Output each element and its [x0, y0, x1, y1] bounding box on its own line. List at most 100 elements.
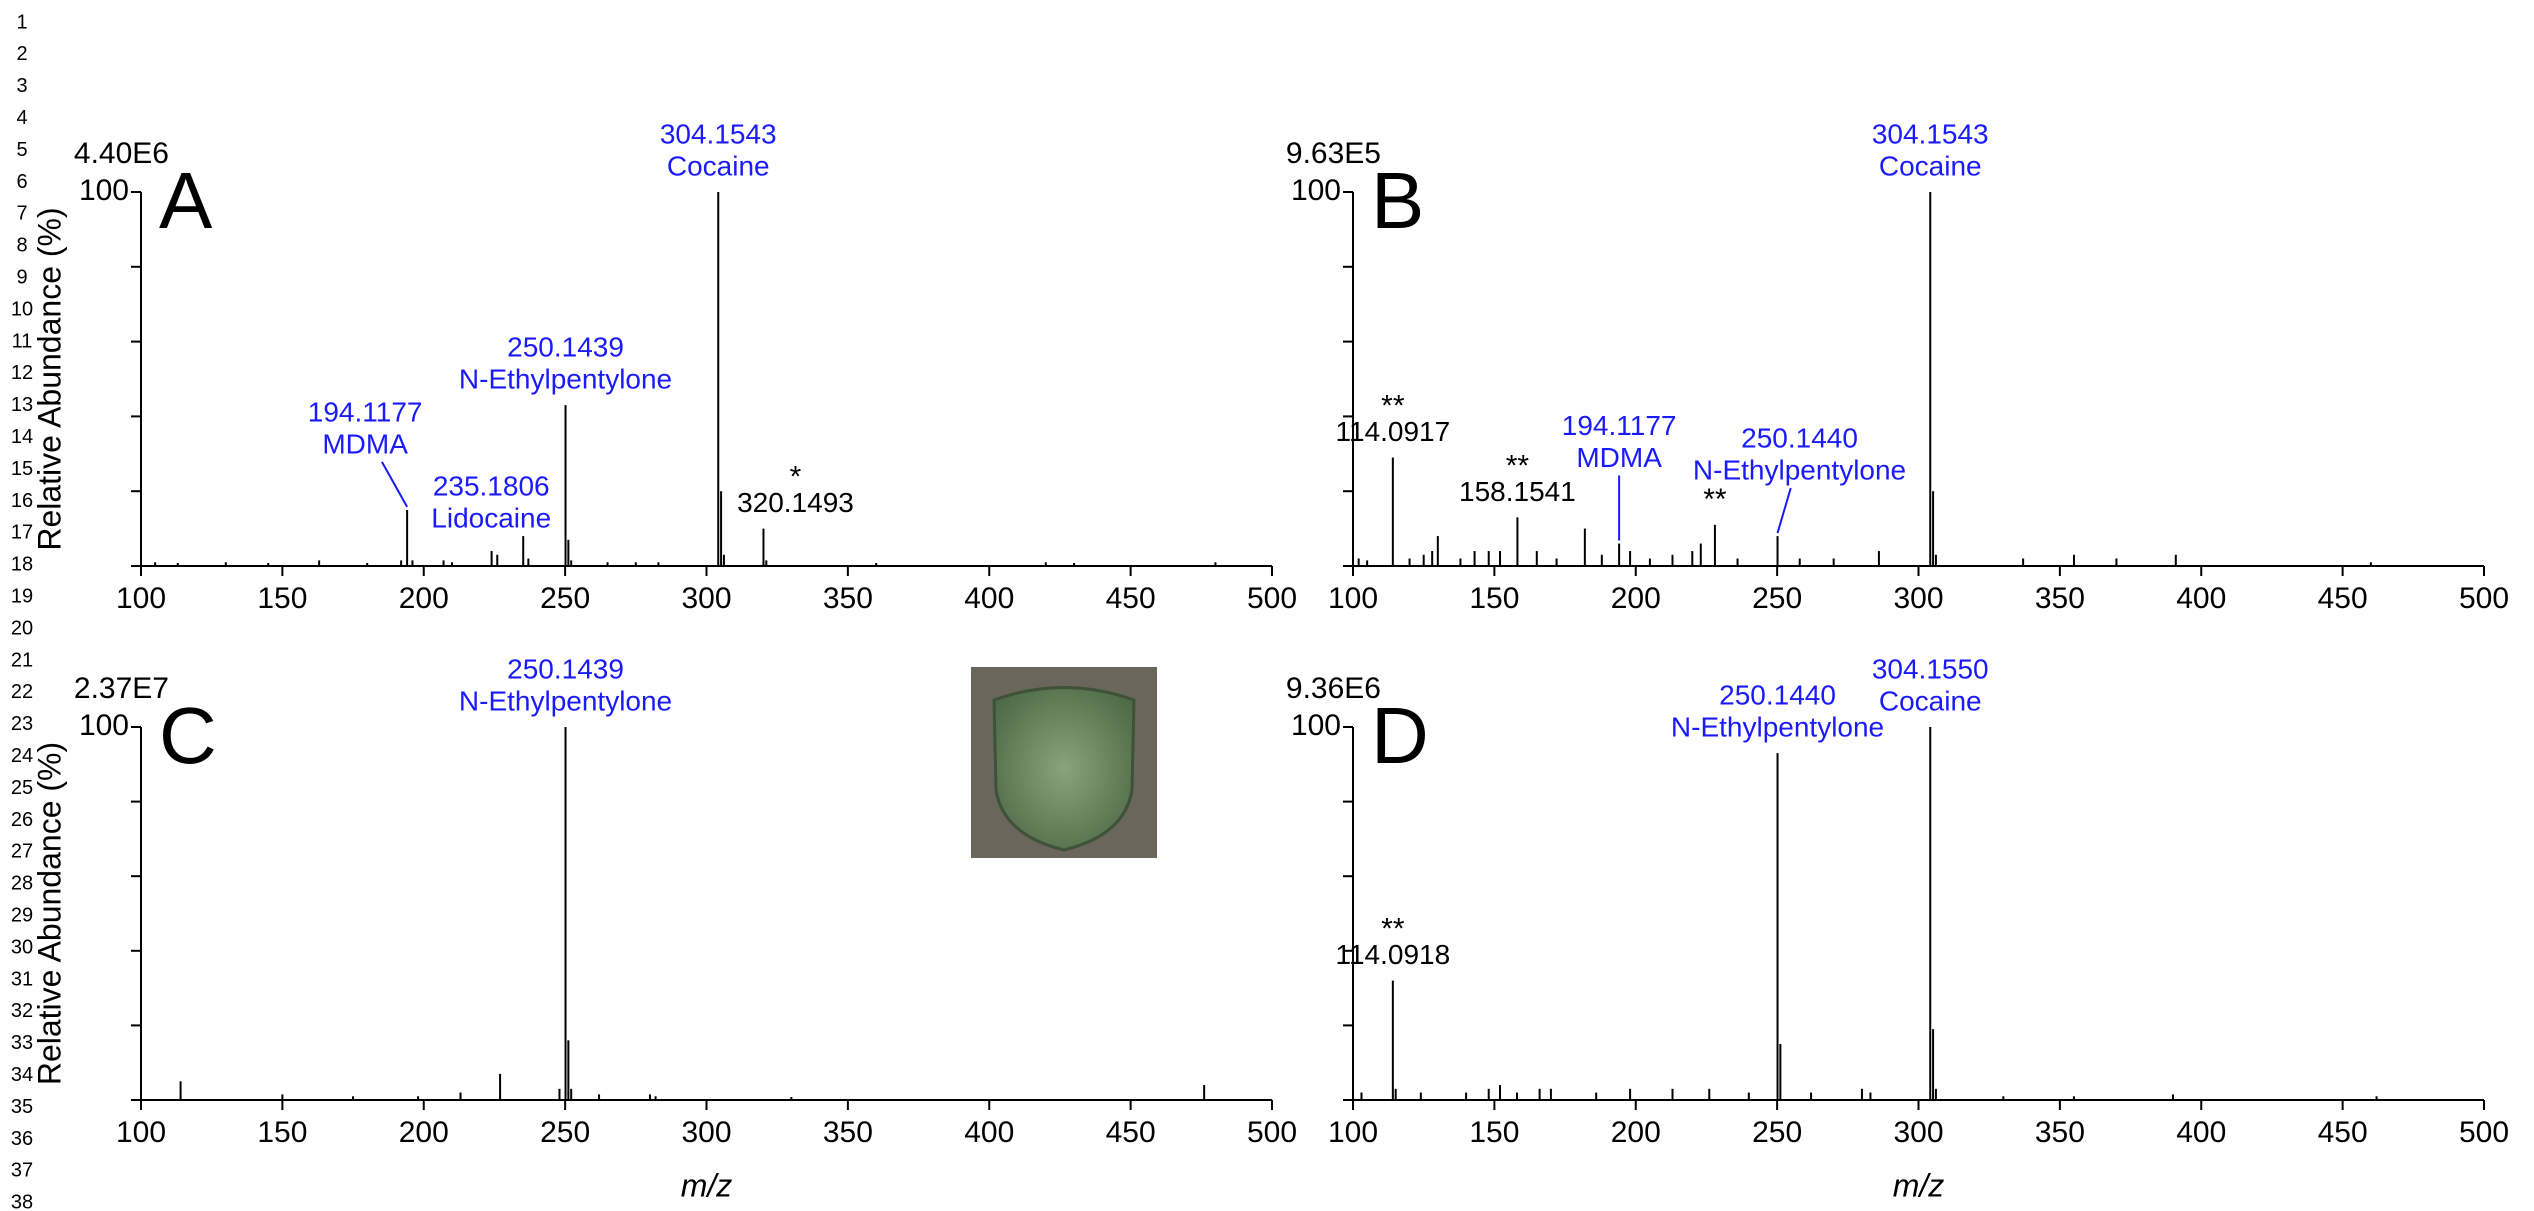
line-number: 21: [11, 649, 33, 671]
line-number: 13: [11, 394, 33, 416]
x-tick-label: 400: [964, 1116, 1014, 1149]
annotation-name: Cocaine: [667, 150, 770, 181]
x-tick-label: 300: [681, 582, 731, 615]
annotation-name: MDMA: [1576, 442, 1662, 473]
annotation-star: *: [790, 461, 802, 494]
x-tick-label: 400: [964, 582, 1014, 615]
panel-label: D: [1371, 691, 1429, 780]
x-tick-label: 100: [116, 582, 166, 615]
line-number: 34: [11, 1064, 33, 1086]
annotation-name: N-Ethylpentylone: [459, 364, 672, 395]
x-tick-label: 500: [1247, 1116, 1297, 1149]
x-tick-label: 200: [1611, 582, 1661, 615]
line-number: 32: [11, 1000, 33, 1022]
y-tick-label: 100: [79, 709, 129, 742]
annotation-star: **: [1506, 449, 1530, 482]
x-tick-label: 450: [1106, 582, 1156, 615]
intensity: 9.63E5: [1286, 137, 1381, 170]
line-number: 15: [11, 458, 33, 480]
annotation-label: 250.1439: [507, 653, 624, 684]
line-number: 38: [11, 1192, 33, 1211]
x-tick-label: 250: [1752, 1116, 1802, 1149]
x-tick-label: 350: [2035, 1116, 2085, 1149]
annotation-leader: [1776, 487, 1792, 534]
annotation-name: Cocaine: [1879, 150, 1982, 181]
annotation-name: Lidocaine: [431, 502, 551, 533]
annotation-name: Cocaine: [1879, 685, 1982, 716]
x-tick-label: 450: [2318, 582, 2368, 615]
line-number: 22: [11, 681, 33, 703]
intensity: 4.40E6: [74, 137, 169, 170]
line-number: 12: [11, 362, 33, 384]
line-number: 35: [11, 1096, 33, 1118]
x-tick-label: 450: [2318, 1116, 2368, 1149]
line-number: 36: [11, 1128, 33, 1150]
y-tick-label: 100: [1291, 709, 1341, 742]
x-tick-label: 350: [823, 582, 873, 615]
line-number: 9: [16, 266, 27, 288]
x-tick-label: 200: [399, 582, 449, 615]
x-tick-label: 150: [257, 582, 307, 615]
x-tick-label: 500: [1247, 582, 1297, 615]
line-number: 6: [16, 171, 27, 193]
line-number: 20: [11, 617, 33, 639]
line-number: 24: [11, 745, 33, 767]
line-number: 30: [11, 936, 33, 958]
x-tick-label: 150: [1469, 582, 1519, 615]
annotation-name: N-Ethylpentylone: [1693, 454, 1906, 485]
annotation-name: N-Ethylpentylone: [459, 685, 672, 716]
panel-label: B: [1371, 156, 1424, 245]
line-number: 5: [16, 139, 27, 161]
photo-tablet: [992, 686, 1136, 852]
x-tick-label: 100: [1328, 582, 1378, 615]
x-axis-label: m/z: [681, 1167, 733, 1203]
line-number: 27: [11, 841, 33, 863]
annotation-name: MDMA: [322, 428, 408, 459]
y-tick-label: 100: [1291, 174, 1341, 207]
line-number: 3: [16, 75, 27, 97]
x-tick-label: 400: [2176, 582, 2226, 615]
panel-label: A: [159, 156, 213, 245]
x-tick-label: 500: [2459, 1116, 2509, 1149]
x-tick-label: 200: [1611, 1116, 1661, 1149]
line-number: 18: [11, 554, 33, 576]
x-tick-label: 300: [1893, 582, 1943, 615]
annotation-label: 235.1806: [433, 470, 550, 501]
x-tick-label: 150: [1469, 1116, 1519, 1149]
x-tick-label: 350: [823, 1116, 873, 1149]
line-number: 19: [11, 585, 33, 607]
line-number: 7: [16, 203, 27, 225]
line-number: 26: [11, 809, 33, 831]
line-number: 8: [16, 235, 27, 257]
annotation-label: 250.1440: [1719, 680, 1836, 711]
inset-photo: [971, 667, 1157, 858]
line-number: 37: [11, 1160, 33, 1182]
intensity: 2.37E7: [74, 672, 169, 705]
line-number: 25: [11, 777, 33, 799]
y-tick-label: 100: [79, 174, 129, 207]
y-axis-label: Relative Abundance (%): [31, 742, 67, 1085]
x-tick-label: 400: [2176, 1116, 2226, 1149]
x-tick-label: 300: [681, 1116, 731, 1149]
line-number: 2: [16, 43, 27, 65]
line-number: 1: [16, 11, 27, 33]
line-number: 17: [11, 522, 33, 544]
line-number: 11: [12, 330, 33, 352]
intensity: 9.36E6: [1286, 672, 1381, 705]
x-tick-label: 350: [2035, 582, 2085, 615]
x-tick-label: 250: [1752, 582, 1802, 615]
line-number: 10: [11, 298, 33, 320]
x-tick-label: 250: [540, 1116, 590, 1149]
x-tick-label: 250: [540, 582, 590, 615]
annotation-label: 304.1543: [660, 118, 777, 149]
x-axis-label: m/z: [1893, 1167, 1945, 1203]
x-tick-label: 500: [2459, 582, 2509, 615]
line-number: 23: [11, 713, 33, 735]
annotation-label: 250.1440: [1741, 422, 1858, 453]
annotation-name: N-Ethylpentylone: [1671, 712, 1884, 743]
x-tick-label: 100: [116, 1116, 166, 1149]
line-number: 31: [11, 968, 33, 990]
x-tick-label: 150: [257, 1116, 307, 1149]
x-tick-label: 200: [399, 1116, 449, 1149]
